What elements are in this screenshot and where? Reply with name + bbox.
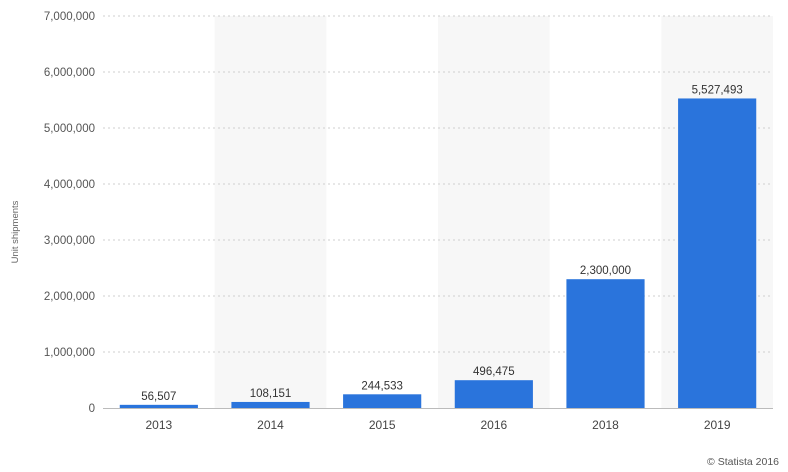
x-axis-ticks: 2013 2014 2015 2016 2018 2019 bbox=[145, 418, 730, 432]
y-tick-label: 7,000,000 bbox=[44, 11, 95, 23]
x-tick-label: 2015 bbox=[369, 418, 396, 432]
data-label: 56,507 bbox=[141, 391, 176, 403]
data-label: 5,527,493 bbox=[692, 84, 743, 96]
gridlines bbox=[103, 15, 773, 353]
x-tick-label: 2014 bbox=[257, 418, 284, 432]
source-credit: © Statista 2016 bbox=[707, 456, 779, 468]
bar bbox=[343, 394, 422, 408]
data-label: 2,300,000 bbox=[580, 265, 631, 277]
x-tick-label: 2019 bbox=[704, 418, 731, 432]
bar bbox=[678, 98, 757, 409]
y-tick-label: 2,000,000 bbox=[44, 291, 95, 303]
y-tick-label: 1,000,000 bbox=[44, 347, 95, 359]
column-band bbox=[214, 16, 327, 408]
x-tick-label: 2018 bbox=[592, 418, 619, 432]
data-label: 496,475 bbox=[473, 366, 515, 378]
bar bbox=[119, 404, 198, 408]
y-tick-label: 6,000,000 bbox=[44, 67, 95, 79]
bar bbox=[231, 401, 310, 408]
y-tick-label: 3,000,000 bbox=[44, 235, 95, 247]
y-tick-label: 5,000,000 bbox=[44, 123, 95, 135]
y-tick-label: 4,000,000 bbox=[44, 179, 95, 191]
y-axis-label: Unit shipments bbox=[10, 200, 21, 263]
data-label: 108,151 bbox=[250, 388, 292, 400]
y-axis-ticks: 0 1,000,000 2,000,000 3,000,000 4,000,000 5,0… bbox=[44, 11, 95, 415]
x-tick-label: 2013 bbox=[145, 418, 172, 432]
y-tick-label: 0 bbox=[89, 403, 95, 415]
column-band bbox=[438, 16, 550, 408]
bar bbox=[566, 279, 645, 408]
bar bbox=[454, 380, 533, 408]
bars bbox=[119, 98, 757, 409]
data-label: 244,533 bbox=[361, 380, 403, 392]
data-labels: 56,507 108,151 244,533 496,475 2,300,000 5,52… bbox=[141, 84, 743, 402]
x-tick-label: 2016 bbox=[480, 418, 507, 432]
